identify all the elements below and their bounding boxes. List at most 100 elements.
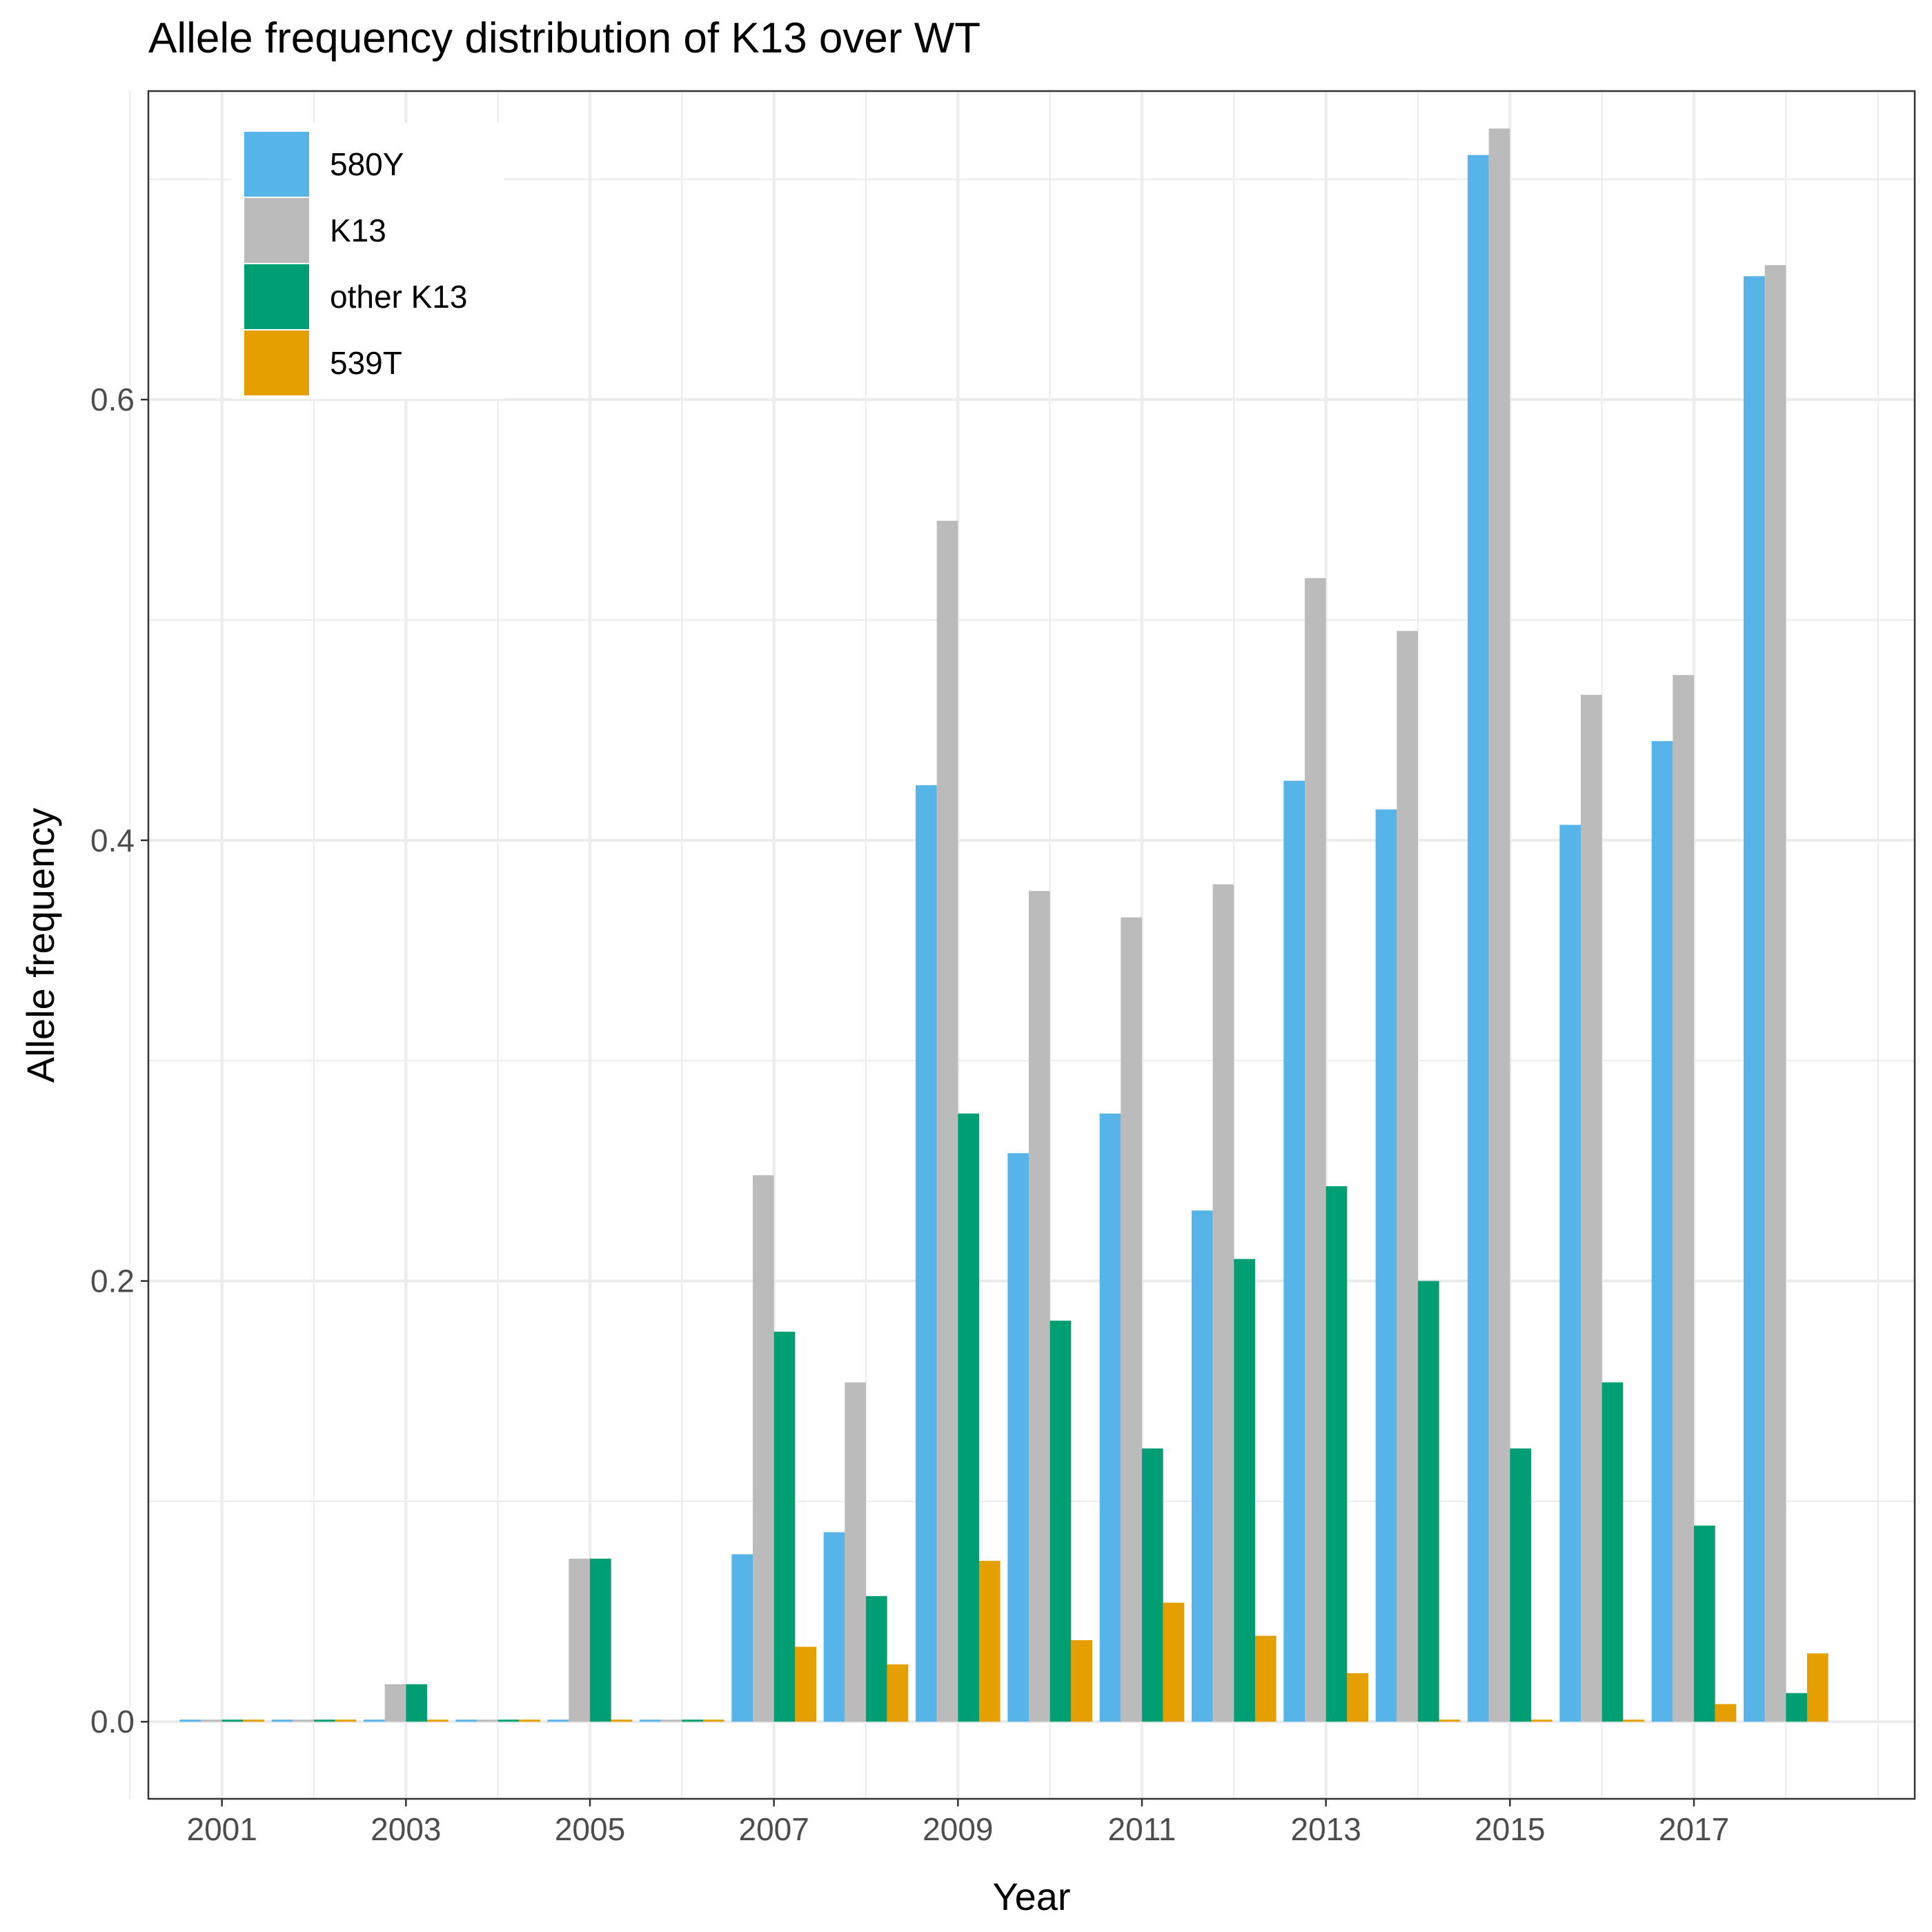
legend-key-other-k13 [243,263,310,331]
bar-other-k13-2004 [497,1719,520,1722]
bar-580y-2018 [1744,276,1765,1722]
bar-other-k13-2008 [866,1596,887,1722]
bar-580y-2006 [640,1719,661,1722]
legend-label: 580Y [330,146,404,182]
bar-k13-2005 [569,1558,590,1722]
legend-key-580y [243,130,310,198]
bar-539t-2013 [1347,1673,1368,1722]
legend-label: other K13 [330,279,467,315]
x-tick-label: 2001 [186,1811,257,1847]
bar-other-k13-2011 [1142,1448,1163,1722]
bar-580y-2011 [1099,1113,1121,1722]
bar-539t-2008 [887,1664,909,1722]
bar-other-k13-2009 [958,1113,979,1722]
bar-k13-2011 [1121,917,1142,1722]
bar-580y-2007 [731,1554,753,1722]
bar-539t-2014 [1439,1719,1461,1722]
bar-539t-2002 [335,1719,357,1722]
y-axis-title: Allele frequency [19,808,62,1083]
bar-539t-2009 [979,1561,1000,1722]
bar-k13-2003 [384,1684,406,1722]
legend-key-539t [243,329,310,397]
x-tick-label: 2017 [1659,1811,1729,1847]
bar-other-k13-2017 [1694,1526,1715,1722]
bar-580y-2008 [823,1532,845,1722]
x-tick-label: 2013 [1290,1811,1361,1847]
bar-539t-2005 [611,1719,633,1722]
bar-other-k13-2005 [590,1558,611,1722]
bar-other-k13-2010 [1049,1321,1072,1722]
bar-k13-2007 [753,1175,774,1722]
bar-580y-2015 [1468,155,1489,1722]
chart-title: Allele frequency distribution of K13 ove… [148,14,981,62]
bar-k13-2001 [201,1719,222,1722]
bar-other-k13-2016 [1601,1382,1624,1722]
bar-k13-2017 [1673,675,1694,1722]
bar-580y-2009 [916,785,937,1722]
bar-539t-2017 [1715,1704,1737,1722]
plot-panel-border [147,90,1916,1800]
bar-580y-2012 [1192,1210,1213,1722]
y-tick-label: 0.6 [90,382,135,417]
bar-k13-2012 [1212,884,1234,1722]
bar-539t-2003 [427,1719,448,1722]
bar-other-k13-2014 [1418,1281,1439,1722]
bar-580y-2016 [1559,825,1581,1722]
bar-539t-2006 [703,1719,724,1722]
x-axis-title: Year [992,1875,1070,1918]
bar-539t-2011 [1163,1602,1185,1722]
x-tick-label: 2015 [1475,1811,1545,1847]
bar-other-k13-2007 [773,1331,796,1722]
legend-key-k13 [243,197,310,264]
legend-label: 539T [330,345,402,381]
bar-580y-2010 [1007,1153,1029,1722]
bar-580y-2014 [1375,809,1397,1722]
bar-k13-2015 [1488,128,1510,1722]
bar-k13-2018 [1764,265,1786,1722]
bar-other-k13-2015 [1510,1448,1531,1722]
bar-other-k13-2013 [1325,1186,1348,1722]
bar-other-k13-2018 [1786,1693,1807,1722]
bar-580y-2002 [271,1719,293,1722]
bars [179,128,1828,1722]
y-tick-label: 0.2 [90,1263,135,1299]
bar-539t-2015 [1531,1719,1552,1722]
bar-k13-2002 [293,1719,314,1722]
bar-539t-2001 [243,1719,264,1722]
bar-k13-2013 [1305,578,1326,1722]
y-tick-label: 0.0 [90,1704,135,1739]
bar-580y-2013 [1283,780,1305,1722]
bar-539t-2010 [1071,1640,1092,1722]
bar-k13-2014 [1397,631,1418,1722]
bar-k13-2008 [845,1382,866,1722]
bar-k13-2004 [477,1719,498,1722]
bar-580y-2003 [364,1719,385,1722]
bar-539t-2012 [1255,1635,1276,1722]
bar-580y-2017 [1651,741,1673,1722]
bar-580y-2004 [455,1719,477,1722]
x-tick-label: 2005 [555,1811,625,1847]
bar-k13-2006 [660,1719,682,1722]
bar-other-k13-2006 [682,1719,703,1722]
x-tick-label: 2007 [738,1811,809,1847]
x-tick-label: 2011 [1108,1811,1176,1847]
bar-539t-2016 [1623,1719,1644,1722]
bar-other-k13-2002 [314,1719,335,1722]
bar-539t-2004 [519,1719,540,1722]
y-tick-label: 0.4 [90,822,135,858]
axes: 0.0 0.2 0.4 0.6 2001 2003 2005 2007 2009 2011 2013… [90,382,1729,1847]
bar-other-k13-2012 [1234,1259,1255,1722]
bar-other-k13-2001 [221,1719,244,1722]
bar-k13-2009 [936,520,958,1722]
x-tick-label: 2009 [923,1811,993,1847]
legend-label: K13 [330,213,386,248]
bar-580y-2005 [547,1719,569,1722]
bar-k13-2010 [1029,891,1050,1722]
bar-580y-2001 [179,1719,201,1722]
legend: 580Y K13 other K13 539T [231,123,504,399]
x-tick-label: 2003 [371,1811,441,1847]
bar-other-k13-2003 [406,1684,427,1722]
bar-k13-2016 [1581,695,1602,1722]
bar-539t-2018 [1807,1653,1828,1722]
